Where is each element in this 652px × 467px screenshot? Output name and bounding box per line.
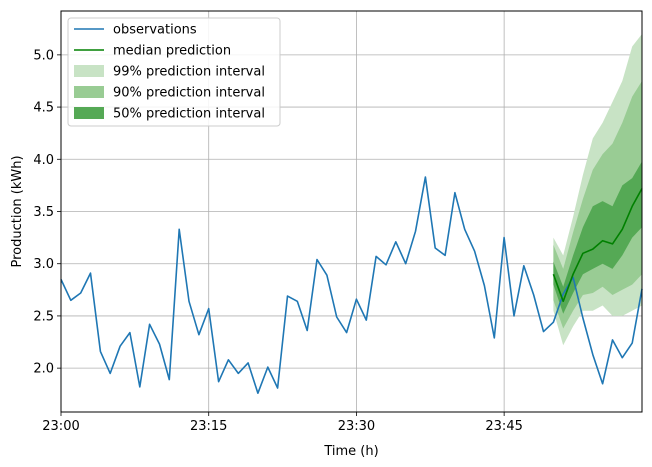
legend-label: 99% prediction interval xyxy=(113,65,265,80)
y-axis-ticks: 2.0 2.5 3.0 3.5 4.0 4.5 5.0 xyxy=(33,48,61,377)
x-tick-label: 23:00 xyxy=(42,419,79,434)
y-tick-label: 3.5 xyxy=(33,205,54,220)
x-axis-label: Time (h) xyxy=(323,444,378,459)
legend-swatch-patch xyxy=(74,107,104,119)
grid-lines xyxy=(60,11,642,412)
y-tick-label: 4.0 xyxy=(33,153,54,168)
series-lines xyxy=(60,176,643,395)
y-tick-label: 4.5 xyxy=(33,101,54,116)
legend: observations median prediction 99% predict… xyxy=(67,17,281,127)
observations-line xyxy=(60,176,643,395)
legend-swatch-patch xyxy=(74,65,104,77)
x-tick-label: 23:15 xyxy=(190,419,227,434)
x-axis-ticks: 23:00 23:15 23:30 23:45 xyxy=(42,412,523,434)
y-tick-label: 2.0 xyxy=(33,362,54,377)
legend-label: median prediction xyxy=(113,44,231,59)
y-tick-label: 2.5 xyxy=(33,309,54,324)
legend-label: observations xyxy=(113,23,197,38)
y-tick-label: 5.0 xyxy=(33,48,54,63)
legend-label: 90% prediction interval xyxy=(113,86,265,101)
y-tick-label: 3.0 xyxy=(33,257,54,272)
x-tick-label: 23:30 xyxy=(338,419,375,434)
prediction-band xyxy=(553,161,642,314)
median-prediction-line xyxy=(552,188,643,303)
x-tick-label: 23:45 xyxy=(485,419,522,434)
legend-swatch-patch xyxy=(74,86,104,98)
legend-box xyxy=(67,17,281,127)
legend-label: 50% prediction interval xyxy=(113,107,265,122)
y-axis-label: Production (kWh) xyxy=(10,155,25,267)
